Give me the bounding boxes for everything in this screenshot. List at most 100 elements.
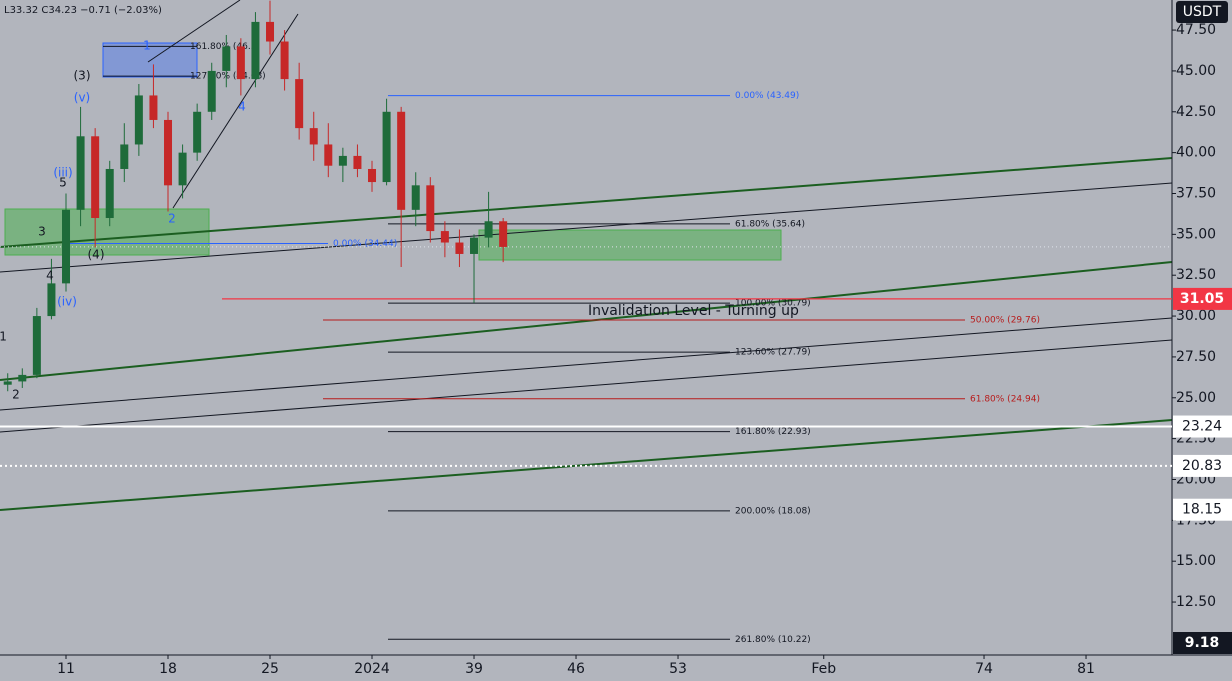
ohlc-info: L33.32 C34.23 −0.71 (−2.03%) xyxy=(4,5,162,16)
wave-label: (4) xyxy=(88,248,105,262)
candle-body xyxy=(368,168,377,183)
y-tick-label: 35.00 xyxy=(1176,226,1216,242)
fib-label: 200.00% (18.08) xyxy=(735,506,811,516)
wave-label: 2 xyxy=(168,212,176,226)
trend-line xyxy=(0,157,1173,248)
candle-body xyxy=(134,95,143,145)
price-label: 9.18 xyxy=(1185,635,1220,651)
currency: USDT xyxy=(1183,4,1222,20)
candle-body xyxy=(470,237,479,254)
candle-body xyxy=(105,168,114,219)
y-tick-label: 25.00 xyxy=(1176,390,1216,406)
candle-body xyxy=(18,374,27,382)
candle-body xyxy=(484,221,493,238)
zone-box xyxy=(478,229,782,261)
y-tick-label: 32.50 xyxy=(1176,267,1216,283)
candle-body xyxy=(295,79,304,129)
y-tick-label: 45.00 xyxy=(1176,63,1216,79)
wave-label: 1 xyxy=(0,330,7,344)
wave-label: 5 xyxy=(59,176,67,190)
wave-label: 3 xyxy=(38,225,46,239)
price-label: 18.15 xyxy=(1182,502,1222,518)
wave-label: (iv) xyxy=(57,295,77,309)
price-label-bg xyxy=(1173,498,1232,521)
candle-body xyxy=(499,221,508,247)
fib-label: 61.80% (35.64) xyxy=(735,219,805,229)
x-tick-label: 74 xyxy=(975,661,993,677)
candle-body xyxy=(280,41,289,80)
fib-label: 100.00% (30.79) xyxy=(735,299,811,309)
trend-line xyxy=(0,339,1173,433)
candle-body xyxy=(32,316,41,375)
candle-body xyxy=(207,70,216,112)
candle-body xyxy=(440,231,449,243)
candle-body xyxy=(47,283,56,317)
x-tick-label: 39 xyxy=(465,661,483,677)
x-tick-label: 25 xyxy=(261,661,279,677)
currency-badge xyxy=(1176,1,1228,23)
candle-body xyxy=(266,21,275,42)
candle-body xyxy=(324,144,333,166)
price-label-bg xyxy=(1173,415,1232,438)
price-label-bg xyxy=(1173,454,1232,477)
y-tick-label: 47.50 xyxy=(1176,22,1216,38)
candle-body xyxy=(338,155,347,166)
fib-label: 0.00% (43.49) xyxy=(735,91,799,101)
x-tick-label: 2024 xyxy=(354,661,390,677)
wave-label: 1 xyxy=(143,39,151,53)
candle-body xyxy=(3,381,12,385)
candle-body xyxy=(91,136,100,219)
fib-label: 127.20% (44.68) xyxy=(190,72,266,82)
y-tick-label: 37.50 xyxy=(1176,185,1216,201)
x-tick-label: 18 xyxy=(159,661,177,677)
x-tick-label: 53 xyxy=(669,661,687,677)
price-label-bg xyxy=(1173,287,1232,310)
y-tick-label: 30.00 xyxy=(1176,308,1216,324)
trend-line xyxy=(0,182,1173,273)
candle-body xyxy=(120,144,129,169)
candle-body xyxy=(164,119,173,186)
x-tick-label: Feb xyxy=(811,661,836,677)
candle-body xyxy=(178,152,187,186)
fib-label: 0.00% (34.44) xyxy=(333,239,397,249)
candle-body xyxy=(76,136,85,210)
candle-body xyxy=(62,209,71,284)
wave-label: (iii) xyxy=(53,166,72,180)
wave-label: 2 xyxy=(12,388,20,402)
fib-label: 50.00% (29.76) xyxy=(970,315,1040,325)
candle-body xyxy=(236,46,245,80)
wedge-line xyxy=(147,0,241,63)
fib-label: 261.80% (10.22) xyxy=(735,635,811,645)
candle-body xyxy=(455,242,464,254)
candle-body xyxy=(193,111,202,153)
trend-line xyxy=(0,317,1173,411)
price-axis xyxy=(1172,0,1232,681)
candle-body xyxy=(222,46,231,71)
trend-line xyxy=(0,261,1173,381)
y-tick-label: 40.00 xyxy=(1176,145,1216,161)
x-tick-label: 46 xyxy=(567,661,585,677)
wave-label: (3) xyxy=(74,69,91,83)
candle-body xyxy=(251,21,260,80)
y-tick-label: 42.50 xyxy=(1176,104,1216,120)
fib-label: 161.80% (22.93) xyxy=(735,427,811,437)
drawings xyxy=(0,0,1173,511)
wave-label: 4 xyxy=(238,100,246,114)
price-label: 20.83 xyxy=(1182,458,1222,474)
y-tick-label: 12.50 xyxy=(1176,594,1216,610)
candle-body xyxy=(397,111,406,210)
x-tick-label: 81 xyxy=(1077,661,1095,677)
price-label: 31.05 xyxy=(1180,291,1224,307)
y-tick-label: 27.50 xyxy=(1176,349,1216,365)
wave-label: (v) xyxy=(74,91,90,105)
candle-body xyxy=(353,155,362,169)
price-label: 23.24 xyxy=(1182,419,1222,435)
fib-label: 61.80% (24.94) xyxy=(970,394,1040,404)
candle-body xyxy=(149,95,158,120)
candle-body xyxy=(426,185,435,232)
candle-body xyxy=(309,128,318,145)
price-label-bg xyxy=(1173,632,1232,654)
